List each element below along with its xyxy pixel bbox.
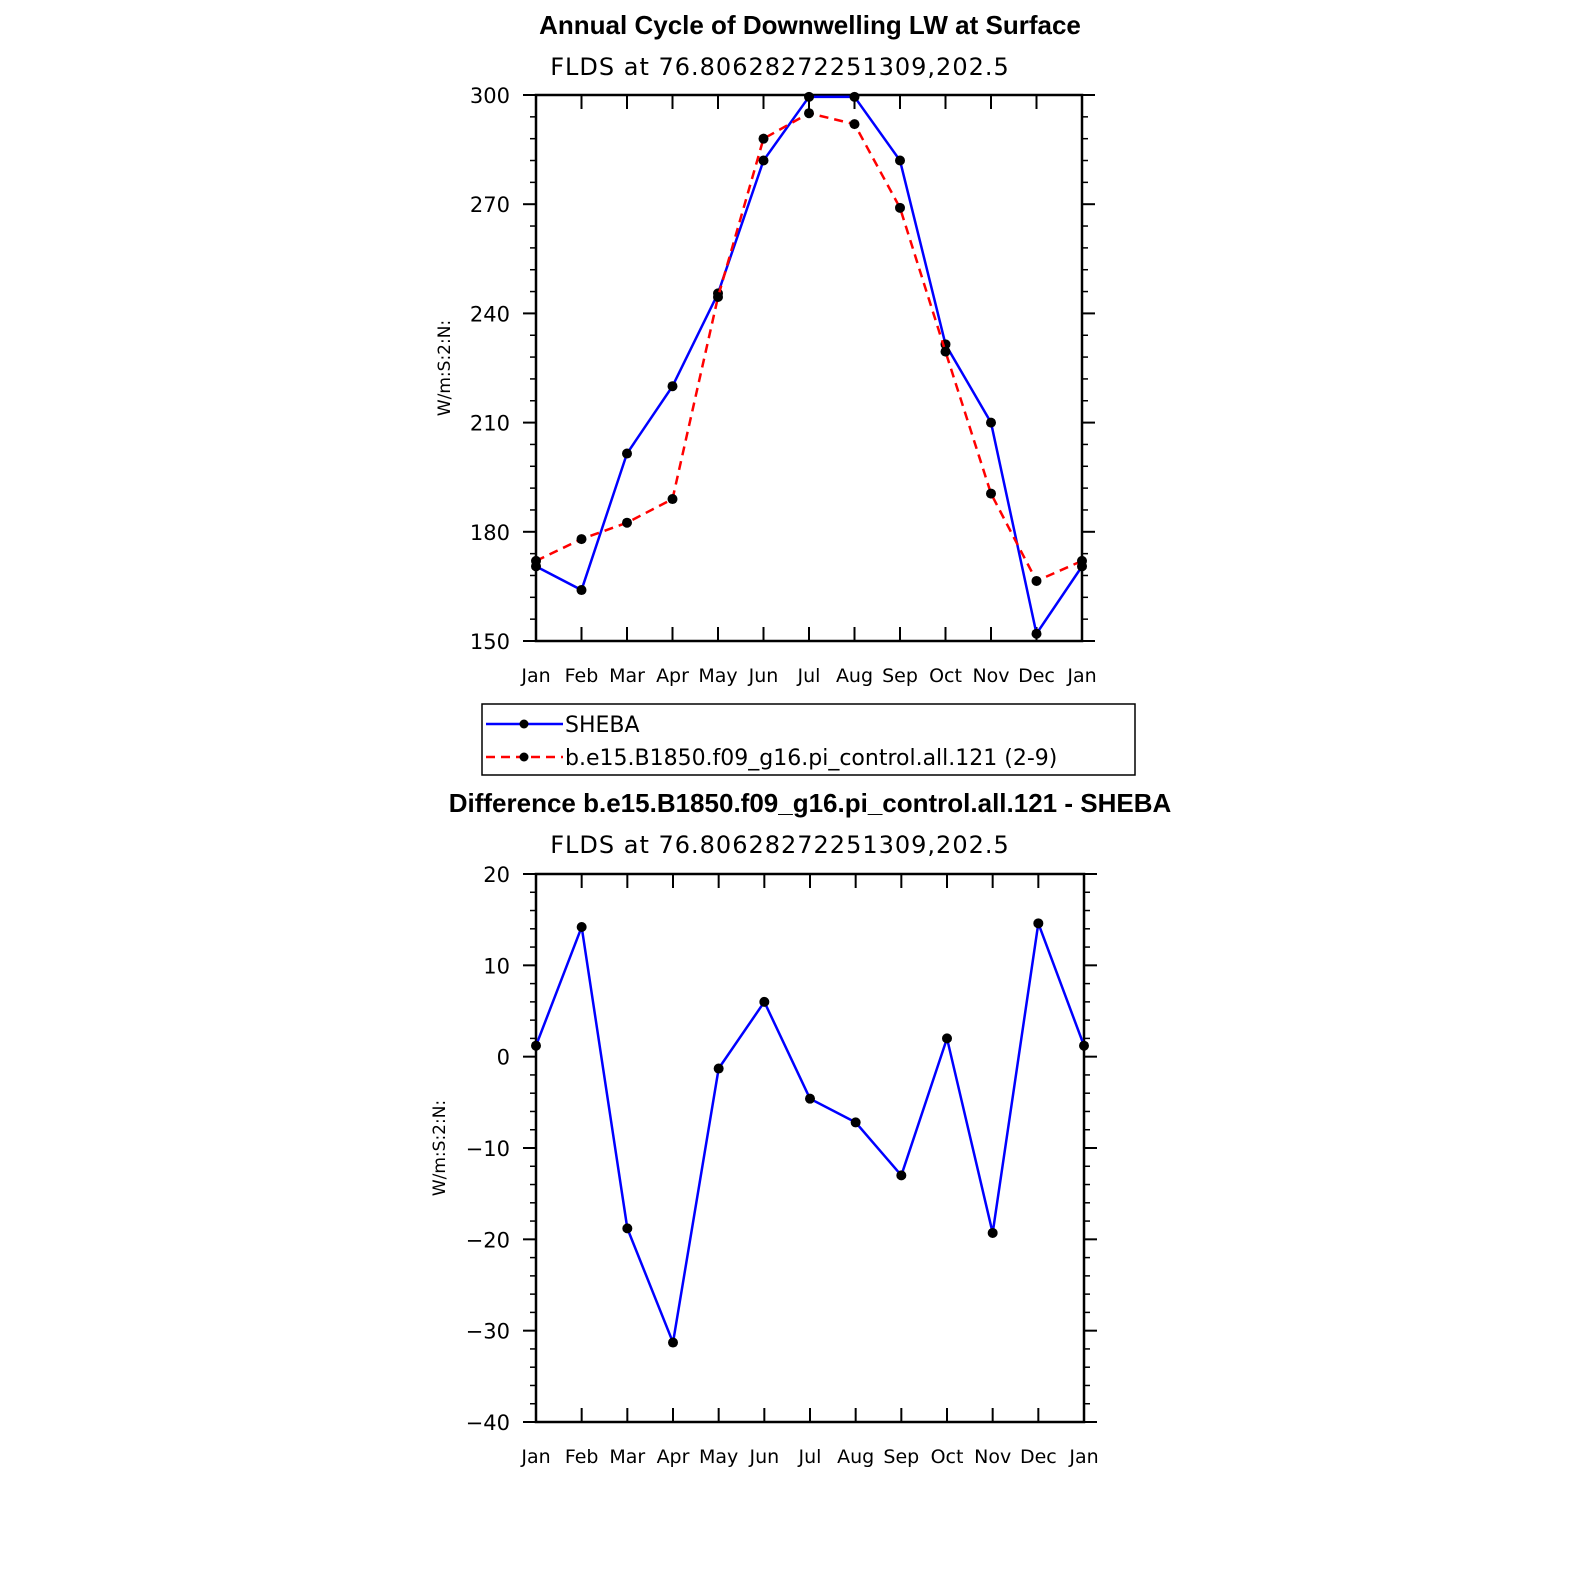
top-series-0-point: [667, 381, 678, 392]
top-series-1-point: [531, 555, 541, 566]
top-series-1-point: [713, 292, 723, 303]
bottom-month-label: Feb: [565, 1446, 599, 1468]
bottom-series-0-point: [1033, 918, 1044, 929]
top-plot-frame: [534, 93, 1084, 643]
legend-marker-model: [519, 752, 529, 762]
bottom-month-label: Aug: [837, 1446, 874, 1468]
bottom-ytick-label: 10: [483, 954, 510, 978]
legend-label-model: b.e15.B1850.f09_g16.pi_control.all.121 (…: [565, 746, 1057, 771]
bottom-series-0-point: [576, 921, 587, 932]
top-series-0-point: [986, 417, 996, 428]
bottom-ytick-label: −40: [466, 1411, 510, 1435]
bottom-month-label: Jun: [748, 1446, 779, 1468]
top-month-label: Nov: [972, 665, 1009, 687]
top-ytick-label: 300: [470, 84, 510, 108]
top-series-1-point: [576, 534, 587, 545]
bottom-chart-ylabel: W/m:S:2:N:: [430, 1100, 450, 1196]
bottom-month-label: Nov: [974, 1446, 1011, 1468]
bottom-month-label: May: [699, 1446, 738, 1468]
legend-box: [481, 703, 1136, 776]
bottom-series-0-point: [622, 1223, 633, 1234]
bottom-month-label: Mar: [609, 1446, 645, 1468]
bottom-ytick-label: 20: [483, 863, 510, 887]
top-chart-subtitle: FLDS at 76.80628272251309,202.5: [550, 53, 1010, 81]
top-series-1-point: [895, 202, 905, 213]
top-series-0-point: [622, 448, 632, 459]
bottom-ytick-label: −30: [466, 1320, 510, 1344]
bottom-month-label: Jan: [1068, 1446, 1098, 1468]
top-series-1-point: [758, 133, 769, 144]
top-series-0-point: [895, 155, 905, 166]
bottom-month-label: Jan: [520, 1446, 550, 1468]
top-month-label: Jan: [520, 665, 550, 687]
bottom-plot-area: −40 −30 −20 −10 0 10 20 Jan Feb Mar Apr May Jun Jul Au…: [466, 863, 1099, 1468]
bottom-series-0-point: [896, 1170, 907, 1181]
top-month-label: Dec: [1018, 665, 1055, 687]
bottom-month-label: Jul: [798, 1446, 822, 1468]
bottom-series-0-point: [805, 1093, 815, 1104]
bottom-series-0-point: [1079, 1040, 1089, 1051]
top-plot-area: 150 180 210 240 270 300 Jan Feb Mar Apr May Jun Jul A…: [470, 84, 1097, 687]
bottom-series-0-point: [713, 1063, 724, 1074]
bottom-month-label: Oct: [931, 1446, 964, 1468]
bottom-chart-subtitle: FLDS at 76.80628272251309,202.5: [550, 831, 1010, 859]
top-ytick-label: 150: [470, 630, 510, 654]
bottom-chart-title: Difference b.e15.B1850.f09_g16.pi_contro…: [449, 788, 1172, 818]
bottom-series-0-point: [850, 1117, 861, 1128]
top-series-line-1: [535, 111, 1083, 583]
top-chart-title: Annual Cycle of Downwelling LW at Surfac…: [539, 10, 1081, 40]
top-month-label: Aug: [836, 665, 873, 687]
top-series-1-point: [986, 488, 996, 499]
bottom-series-0-point: [759, 996, 770, 1007]
top-series-1-point: [1077, 555, 1087, 566]
top-series-0-point: [576, 585, 587, 596]
top-series-1-point: [849, 119, 860, 130]
top-month-label: Jun: [748, 665, 779, 687]
top-series-0-point: [804, 91, 814, 102]
bottom-series-0-point: [668, 1337, 678, 1348]
top-month-label: May: [698, 665, 737, 687]
top-ytick-label: 180: [470, 521, 510, 545]
top-series-0-point: [758, 155, 769, 166]
top-series-0-point: [1031, 628, 1042, 639]
bottom-plot-frame: [534, 872, 1086, 1424]
top-series-1-point: [940, 346, 951, 357]
bottom-series-0-point: [531, 1040, 541, 1051]
top-series-line-0: [535, 95, 1084, 637]
bottom-month-label: Apr: [657, 1446, 690, 1468]
legend-marker-sheba: [519, 719, 529, 729]
top-month-label: Feb: [565, 665, 599, 687]
top-chart-ylabel: W/m:S:2:N:: [435, 320, 455, 416]
top-series-1-point: [667, 494, 678, 505]
legend: SHEBA b.e15.B1850.f09_g16.pi_control.all…: [481, 703, 1136, 776]
top-month-label: Sep: [882, 665, 918, 687]
top-month-label: Jul: [797, 665, 821, 687]
bottom-month-label: Dec: [1020, 1446, 1057, 1468]
top-series-1-point: [1031, 575, 1042, 586]
bottom-month-label: Sep: [883, 1446, 919, 1468]
top-month-label: Oct: [929, 665, 962, 687]
top-ytick-label: 210: [470, 412, 510, 436]
top-series-1-point: [622, 517, 632, 528]
top-month-label: Mar: [609, 665, 645, 687]
top-ytick-label: 240: [470, 302, 510, 326]
top-ytick-label: 270: [470, 193, 510, 217]
legend-label-sheba: SHEBA: [565, 713, 640, 738]
bottom-series-0-point: [942, 1033, 952, 1044]
bottom-ytick-label: −20: [466, 1228, 510, 1252]
top-series-0-point: [849, 91, 860, 102]
bottom-ytick-label: 0: [497, 1046, 510, 1070]
top-series-1-point: [804, 108, 814, 119]
top-month-label: Apr: [656, 665, 689, 687]
bottom-ytick-label: −10: [466, 1137, 510, 1161]
bottom-series-0-point: [987, 1227, 998, 1238]
bottom-series-line-0: [534, 922, 1086, 1348]
top-month-label: Jan: [1066, 665, 1096, 687]
